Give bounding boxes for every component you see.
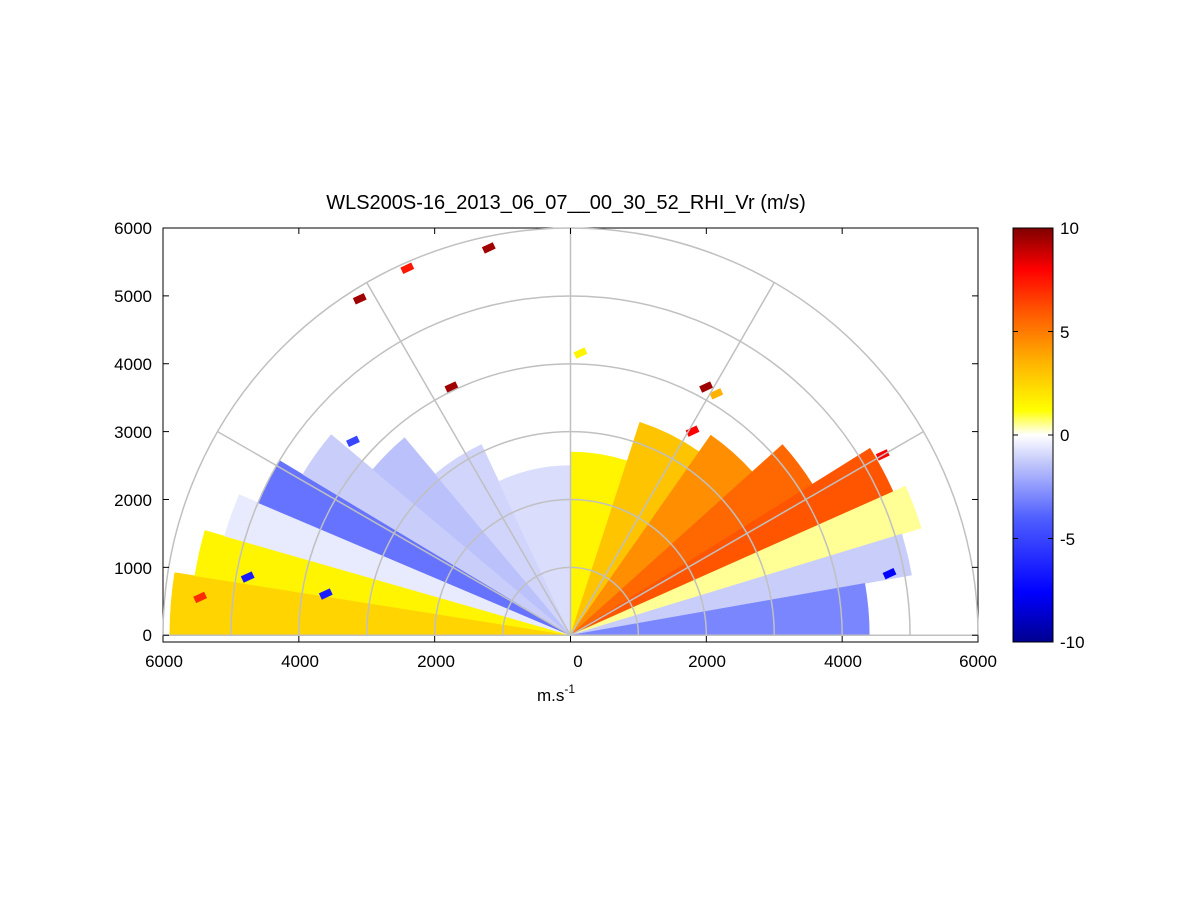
x-tick-label: 2000	[417, 652, 455, 671]
colorbar-tick-label: -10	[1060, 633, 1085, 652]
velocity-sector	[194, 530, 571, 636]
azimuth-spoke	[217, 430, 571, 636]
x-tick-label: 4000	[824, 652, 862, 671]
x-axis-label-base: m.s	[537, 686, 564, 705]
colorbar-tick-label: 10	[1060, 219, 1079, 238]
y-tick-label: 1000	[114, 559, 152, 578]
y-tick-label: 6000	[114, 219, 152, 238]
x-axis-label: m.s-1	[537, 682, 575, 705]
y-tick-labels: 0 1000 2000 3000 4000 5000 6000	[114, 219, 152, 645]
y-tick-label: 2000	[114, 491, 152, 510]
isolated-return	[699, 381, 714, 393]
colorbar-tick-label: 0	[1060, 426, 1069, 445]
y-tick-label: 3000	[114, 423, 152, 442]
isolated-return	[573, 347, 588, 359]
velocity-sector	[372, 437, 571, 636]
y-tick-label: 0	[143, 626, 152, 645]
isolated-return	[685, 425, 700, 437]
isolated-return	[240, 571, 255, 583]
isolated-return	[352, 293, 367, 305]
velocity-sector	[434, 444, 571, 636]
colorbar-tick-label: 5	[1060, 323, 1069, 342]
isolated-return	[481, 242, 496, 254]
colorbar	[1012, 227, 1054, 643]
colorbar-tick-label: -5	[1060, 530, 1075, 549]
azimuth-spoke	[366, 282, 572, 636]
y-tick-label: 5000	[114, 287, 152, 306]
isolated-return	[193, 591, 208, 604]
isolated-return	[882, 567, 897, 580]
velocity-sector	[302, 434, 571, 636]
isolated-return	[318, 588, 333, 600]
x-tick-label: 2000	[688, 652, 726, 671]
isolated-return	[709, 388, 724, 400]
x-tick-label: 6000	[145, 652, 183, 671]
x-tick-labels: 6000 4000 2000 0 2000 4000 6000	[145, 652, 997, 671]
y-tick-label: 4000	[114, 355, 152, 374]
isolated-return	[400, 262, 415, 274]
colorbar-tick-labels: 10 5 0 -5 -10	[1060, 219, 1085, 652]
x-tick-label: 4000	[281, 652, 319, 671]
velocity-sector	[570, 533, 912, 636]
velocity-sector	[224, 494, 571, 636]
azimuth-spoke	[570, 430, 924, 636]
x-axis-label-exponent: -1	[564, 682, 575, 696]
axis-tick-marks	[162, 227, 979, 642]
chart-title: WLS200S-16_2013_06_07__00_30_52_RHI_Vr (…	[326, 192, 806, 214]
colorbar-tick-marks	[1013, 227, 1053, 643]
azimuth-spoke	[569, 282, 775, 636]
x-tick-label: 0	[573, 652, 582, 671]
isolated-return	[444, 381, 459, 393]
polar-grid	[162, 227, 979, 636]
velocity-sector	[570, 485, 922, 636]
x-tick-label: 6000	[959, 652, 997, 671]
isolated-return	[346, 435, 360, 448]
